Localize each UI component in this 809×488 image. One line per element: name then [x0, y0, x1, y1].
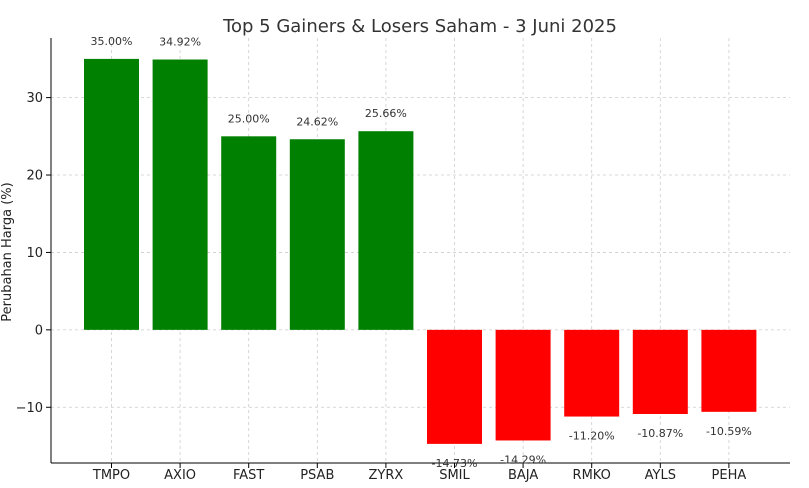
- x-tick-label-baja: BAJA: [508, 468, 538, 483]
- x-tick-label-fast: FAST: [233, 468, 264, 483]
- bar-zyrx: [358, 131, 414, 330]
- x-tick-label-rmko: RMKO: [573, 468, 611, 483]
- y-tick-label: −10: [16, 401, 43, 416]
- x-tick-label-tmpo: TMPO: [92, 468, 130, 483]
- data-label-peha: -10.59%: [706, 425, 752, 438]
- x-tick-label-psab: PSAB: [300, 468, 334, 483]
- bar-baja: [495, 329, 551, 441]
- x-tick-label-ayls: AYLS: [645, 468, 676, 483]
- bar-psab: [289, 139, 345, 330]
- y-tick-label: 0: [35, 323, 43, 338]
- data-labels: 35.00% 34.92% 25.00% 24.62% 25.66% -14.73% -14…: [91, 35, 752, 470]
- bar-smil: [427, 329, 482, 444]
- x-ticks: TMPO AXIO FAST PSAB ZYRX SMIL BAJA RMKO AYLS PEHA: [92, 463, 746, 483]
- x-tick-label-zyrx: ZYRX: [369, 468, 404, 483]
- bar-fast: [221, 136, 277, 330]
- data-label-ayls: -10.87%: [637, 427, 683, 440]
- y-ticks: −10 0 10 20 30: [16, 91, 51, 416]
- data-label-zyrx: 25.66%: [365, 107, 407, 120]
- x-tick-label-peha: PEHA: [712, 468, 747, 483]
- data-label-axio: 34.92%: [159, 36, 201, 49]
- y-axis-title: Perubahan Harga (%): [0, 182, 15, 321]
- bar-tmpo: [84, 58, 139, 330]
- axes-layer: [50, 38, 790, 464]
- data-label-baja: -14.29%: [500, 453, 546, 466]
- bar-peha: [701, 329, 757, 412]
- y-tick-label: 10: [26, 246, 43, 261]
- data-label-smil: -14.73%: [432, 457, 478, 470]
- x-tick-label-smil: SMIL: [439, 468, 470, 483]
- data-label-psab: 24.62%: [296, 115, 338, 128]
- y-tick-label: 30: [26, 91, 43, 106]
- chart-title: Top 5 Gainers & Losers Saham - 3 Juni 20…: [222, 16, 617, 37]
- bar-rmko: [564, 329, 620, 417]
- bar-ayls: [632, 329, 688, 414]
- y-tick-label: 20: [26, 169, 43, 184]
- data-label-fast: 25.00%: [228, 112, 270, 125]
- bars-layer: [84, 58, 757, 444]
- x-tick-label-axio: AXIO: [164, 468, 196, 483]
- data-label-tmpo: 35.00%: [91, 35, 133, 48]
- bar-axio: [152, 59, 208, 330]
- data-label-rmko: -11.20%: [569, 430, 615, 443]
